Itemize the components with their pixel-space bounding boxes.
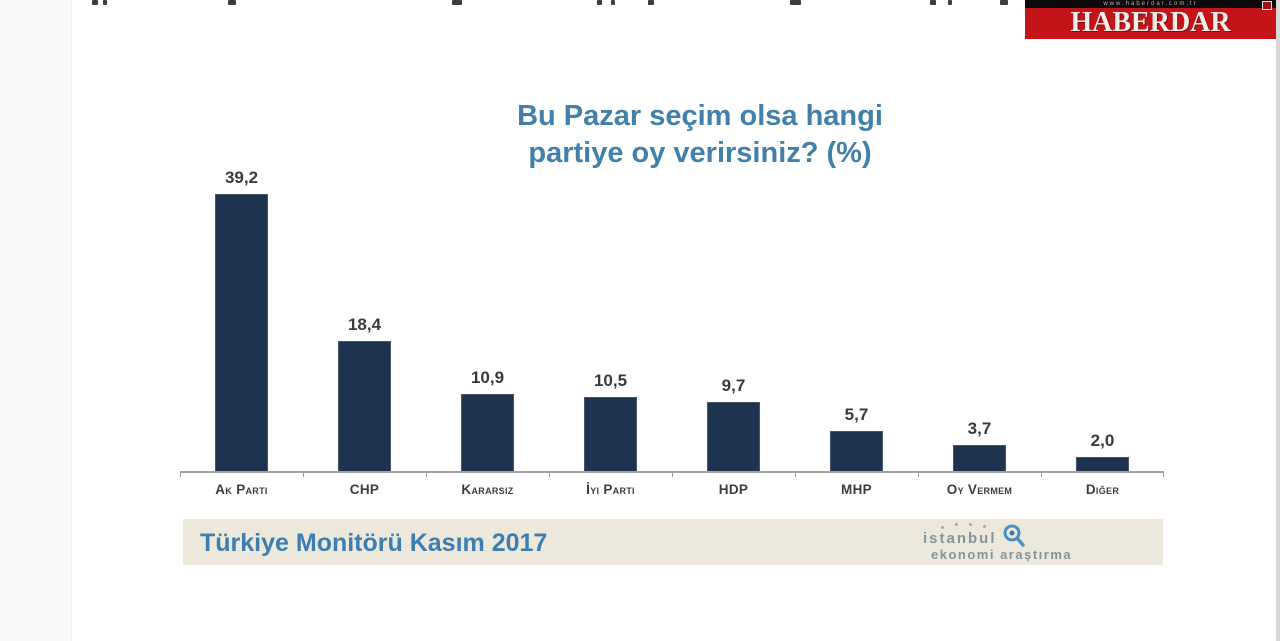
bar-group: 5,7 <box>795 150 918 477</box>
bar-value-label: 18,4 <box>347 315 382 334</box>
axis-tick <box>303 471 304 477</box>
logo-text-ekonomi-arastirma: ekonomi araştırma <box>931 547 1073 562</box>
axis-tick <box>1163 471 1164 477</box>
axis-tick <box>180 471 181 477</box>
logo-dots-decor <box>941 523 1001 529</box>
x-axis-category-label: CHP <box>349 482 380 497</box>
istanbul-ekonomi-arastirma-logo: istanbul ekonomi araştırma <box>913 521 1071 565</box>
bar <box>584 397 637 471</box>
x-axis-category-label: Ak Parti <box>215 482 268 497</box>
text-fragment <box>948 0 952 5</box>
axis-tick <box>1041 471 1042 477</box>
axis-tick <box>672 471 673 477</box>
axis-tick <box>426 471 427 477</box>
survey-name-label: Türkiye Monitörü Kasım 2017 <box>200 529 548 557</box>
x-axis-labels: Ak Parti CHP Kararsız İyi Parti HDP MHP Oy Ver… <box>180 482 1164 497</box>
axis-tick <box>795 471 796 477</box>
text-fragment <box>930 0 936 5</box>
bar-value-label: 9,7 <box>721 376 746 395</box>
magnifier-icon <box>1003 524 1025 547</box>
chart-title-line2: partiye oy verirsiniz? (%) <box>528 137 872 169</box>
x-axis-category-label: MHP <box>841 482 872 497</box>
footer-band: Türkiye Monitörü Kasım 2017 istanbul eko… <box>183 519 1163 565</box>
image-right-border <box>1276 0 1280 641</box>
text-fragment <box>597 0 602 5</box>
bar-value-label: 10,9 <box>470 368 505 387</box>
bar <box>215 194 268 471</box>
bar-group: 9,7 <box>672 150 795 477</box>
page-left-margin <box>0 0 72 641</box>
text-fragment <box>228 0 236 5</box>
haberdar-flag-icon <box>1262 1 1272 10</box>
bar-value-label: 3,7 <box>967 419 992 438</box>
bar-value-label: 10,5 <box>593 371 628 390</box>
text-fragment <box>452 0 462 5</box>
bar <box>1076 457 1129 471</box>
haberdar-logo: www.haberdar.com.tr HABERDAR <box>1025 0 1276 39</box>
x-axis-category-label: Kararsız <box>461 482 514 497</box>
bar-value-label: 5,7 <box>844 405 869 424</box>
haberdar-url-text: www.haberdar.com.tr <box>1025 0 1276 8</box>
bar <box>830 431 883 471</box>
bar-group: 10,5 <box>549 150 672 477</box>
bar-value-label: 2,0 <box>1090 431 1115 450</box>
x-axis-category-label: İyi Parti <box>586 482 635 497</box>
bar <box>953 445 1006 471</box>
bar-group: 10,9 <box>426 150 549 477</box>
x-axis-category-label: HDP <box>718 482 749 497</box>
logo-text-istanbul: istanbul <box>923 530 997 547</box>
text-fragment <box>1000 0 1008 5</box>
axis-tick <box>918 471 919 477</box>
x-axis-category-label: Oy Vermem <box>946 482 1013 497</box>
chart-title-line1: Bu Pazar seçim olsa hangi <box>517 100 883 132</box>
bar <box>338 341 391 471</box>
text-fragment <box>92 0 98 5</box>
bar <box>707 402 760 471</box>
bar-group: 18,4 <box>303 150 426 477</box>
bar-group: 39,2 <box>180 150 303 477</box>
text-fragment <box>648 0 654 5</box>
text-fragment <box>611 0 615 5</box>
haberdar-wordmark: HABERDAR <box>1070 7 1231 38</box>
bar-group: 2,0 <box>1041 150 1164 477</box>
plot-area: 39,2 18,4 10,9 10,5 9,7 5,7 3,7 2,0 <box>180 150 1164 477</box>
chart-title: Bu Pazar seçim olsa hangi partiye oy ver… <box>440 98 960 172</box>
cropped-heading-fragments <box>0 0 1020 8</box>
bar-value-label: 39,2 <box>224 168 259 187</box>
text-fragment <box>790 0 801 5</box>
axis-tick <box>549 471 550 477</box>
bar <box>461 394 514 471</box>
bar-group: 3,7 <box>918 150 1041 477</box>
x-axis-category-label: Diğer <box>1085 482 1120 497</box>
text-fragment <box>103 0 107 5</box>
